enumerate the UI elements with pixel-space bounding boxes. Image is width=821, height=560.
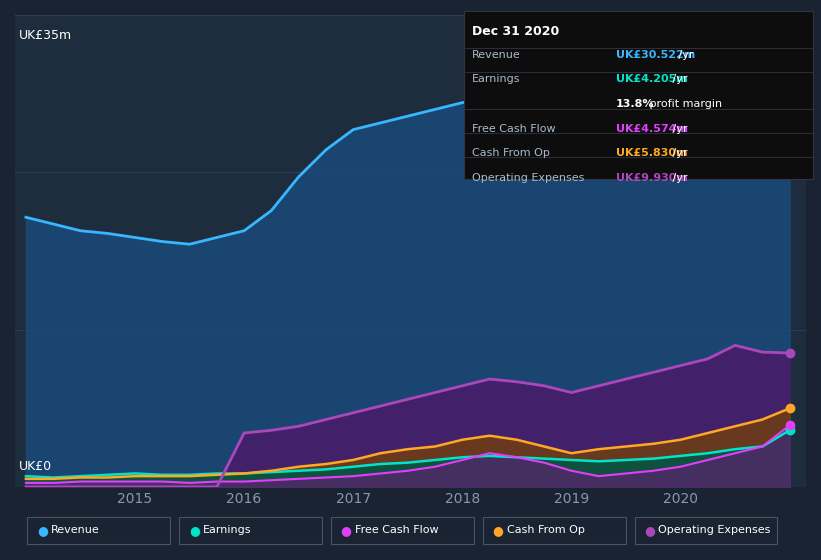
Text: /yr: /yr (669, 148, 688, 158)
Text: ●: ● (493, 524, 503, 537)
Text: Revenue: Revenue (51, 525, 99, 535)
Text: UK£35m: UK£35m (19, 29, 72, 42)
Text: /yr: /yr (669, 124, 688, 134)
Text: Operating Expenses: Operating Expenses (472, 173, 585, 183)
Text: Operating Expenses: Operating Expenses (658, 525, 771, 535)
Text: Cash From Op: Cash From Op (507, 525, 585, 535)
Text: ●: ● (37, 524, 48, 537)
Text: Earnings: Earnings (203, 525, 251, 535)
Text: ●: ● (189, 524, 200, 537)
Text: UK£4.205m: UK£4.205m (616, 74, 687, 85)
Text: UK£30.522m: UK£30.522m (616, 50, 695, 60)
Text: profit margin: profit margin (646, 99, 722, 109)
Text: 13.8%: 13.8% (616, 99, 654, 109)
Text: Earnings: Earnings (472, 74, 521, 85)
Text: Dec 31 2020: Dec 31 2020 (472, 25, 559, 38)
Text: UK£5.830m: UK£5.830m (616, 148, 687, 158)
Text: ●: ● (341, 524, 351, 537)
Text: ●: ● (644, 524, 655, 537)
Text: Free Cash Flow: Free Cash Flow (355, 525, 438, 535)
Text: /yr: /yr (669, 74, 688, 85)
Text: Cash From Op: Cash From Op (472, 148, 550, 158)
Text: UK£9.930m: UK£9.930m (616, 173, 688, 183)
Text: UK£4.574m: UK£4.574m (616, 124, 688, 134)
Text: Free Cash Flow: Free Cash Flow (472, 124, 556, 134)
Text: UK£0: UK£0 (19, 460, 52, 473)
Text: /yr: /yr (669, 173, 688, 183)
Text: Revenue: Revenue (472, 50, 521, 60)
Text: /yr: /yr (675, 50, 694, 60)
